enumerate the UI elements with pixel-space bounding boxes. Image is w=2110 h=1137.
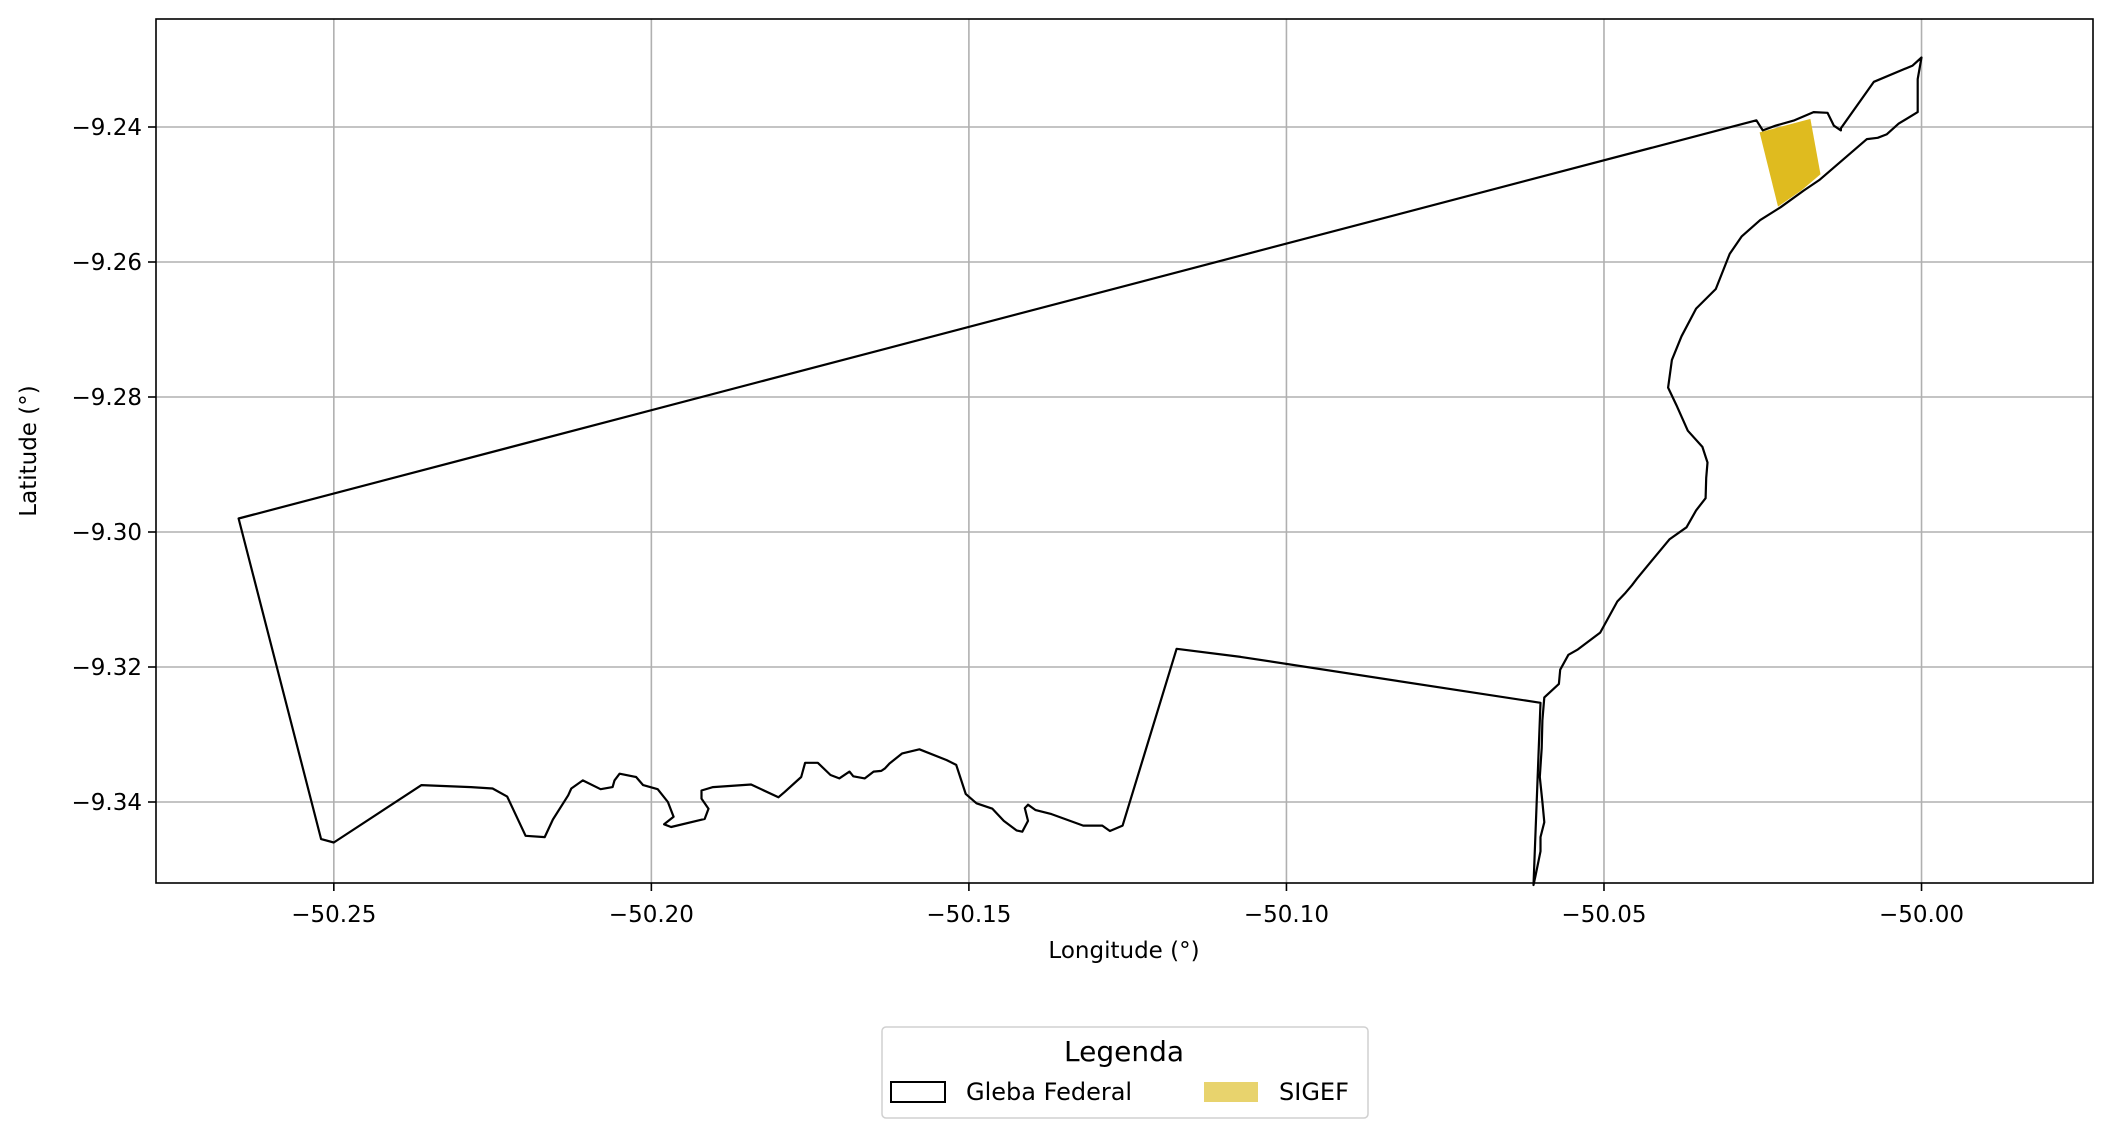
sigef-polygon xyxy=(1759,118,1821,207)
x-tick-label: −50.05 xyxy=(1561,902,1646,928)
map-layers xyxy=(237,56,1923,887)
x-tick-label: −50.25 xyxy=(291,902,376,928)
legend-swatch-sigef xyxy=(1204,1082,1258,1102)
y-tick-label: −9.32 xyxy=(72,655,142,681)
x-tick-label: −50.10 xyxy=(1244,902,1329,928)
legend-title: Legenda xyxy=(1064,1035,1184,1068)
x-tick-label: −50.20 xyxy=(609,902,694,928)
y-tick-label: −9.28 xyxy=(72,385,142,411)
legend-swatch-gleba-federal xyxy=(890,1081,946,1103)
y-tick-label: −9.24 xyxy=(72,115,142,141)
legend-label-sigef: SIGEF xyxy=(1279,1078,1349,1106)
legend-label-gleba-federal: Gleba Federal xyxy=(966,1078,1132,1106)
axes-frame xyxy=(155,18,2094,884)
axis-ticks: −50.25 −50.20 −50.15 −50.10 −50.05 −50.00 −9.2… xyxy=(72,115,1965,928)
x-tick-label: −50.15 xyxy=(926,902,1011,928)
x-tick-label: −50.00 xyxy=(1879,902,1964,928)
y-tick-label: −9.34 xyxy=(72,790,142,816)
y-tick-label: −9.26 xyxy=(72,250,142,276)
x-axis-label: Longitude (°) xyxy=(1048,938,1199,964)
y-axis-label: Latitude (°) xyxy=(16,385,42,516)
y-tick-label: −9.30 xyxy=(72,520,142,546)
gleba-federal-polygon xyxy=(237,56,1923,887)
legend: Legenda Gleba Federal SIGEF xyxy=(881,1026,1369,1119)
